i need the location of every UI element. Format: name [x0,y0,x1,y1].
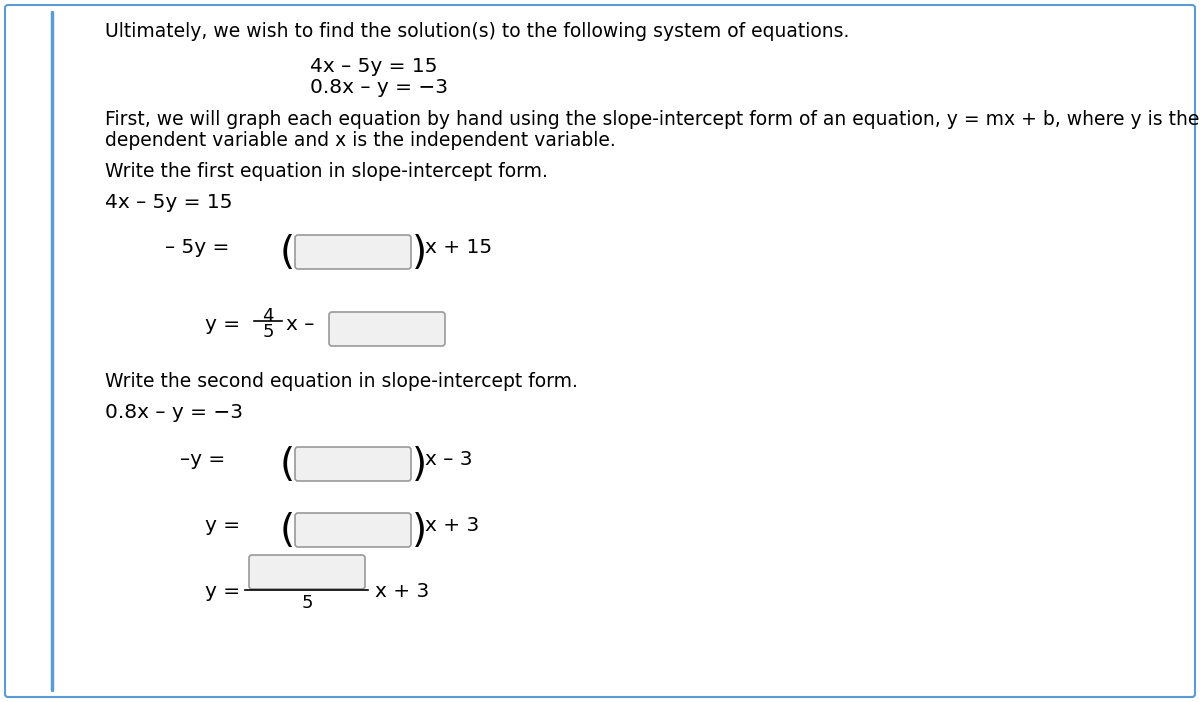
Text: ): ) [412,234,427,272]
Text: – 5y =: – 5y = [166,238,229,257]
Text: Write the first equation in slope-intercept form.: Write the first equation in slope-interc… [106,162,548,181]
Text: Ultimately, we wish to find the solution(s) to the following system of equations: Ultimately, we wish to find the solution… [106,22,850,41]
Text: x + 3: x + 3 [374,582,430,601]
Text: x + 15: x + 15 [425,238,492,257]
Text: y =: y = [205,315,240,334]
Text: 4: 4 [263,307,274,325]
Text: y =: y = [205,516,240,535]
Text: First, we will graph each equation by hand using the slope-intercept form of an : First, we will graph each equation by ha… [106,110,1199,129]
Text: 4x – 5y = 15: 4x – 5y = 15 [106,193,233,212]
FancyBboxPatch shape [295,447,410,481]
Text: dependent variable and x is the independent variable.: dependent variable and x is the independ… [106,131,616,150]
FancyBboxPatch shape [5,5,1195,697]
Text: 0.8x – y = −3: 0.8x – y = −3 [310,78,448,97]
Text: x + 3: x + 3 [425,516,479,535]
Text: (: ( [280,512,295,550]
Text: y =: y = [205,582,240,601]
Text: 5: 5 [263,323,274,341]
Text: (: ( [280,446,295,484]
Text: ): ) [412,512,427,550]
Text: 4x – 5y = 15: 4x – 5y = 15 [310,57,438,76]
Text: (: ( [280,234,295,272]
FancyBboxPatch shape [295,235,410,269]
Text: x –: x – [286,315,314,334]
FancyBboxPatch shape [329,312,445,346]
FancyBboxPatch shape [295,513,410,547]
Text: Write the second equation in slope-intercept form.: Write the second equation in slope-inter… [106,372,578,391]
Text: 0.8x – y = −3: 0.8x – y = −3 [106,403,242,422]
Text: x – 3: x – 3 [425,450,473,469]
FancyBboxPatch shape [250,555,365,589]
Text: 5: 5 [301,594,313,612]
Text: ): ) [412,446,427,484]
Text: –y =: –y = [180,450,226,469]
